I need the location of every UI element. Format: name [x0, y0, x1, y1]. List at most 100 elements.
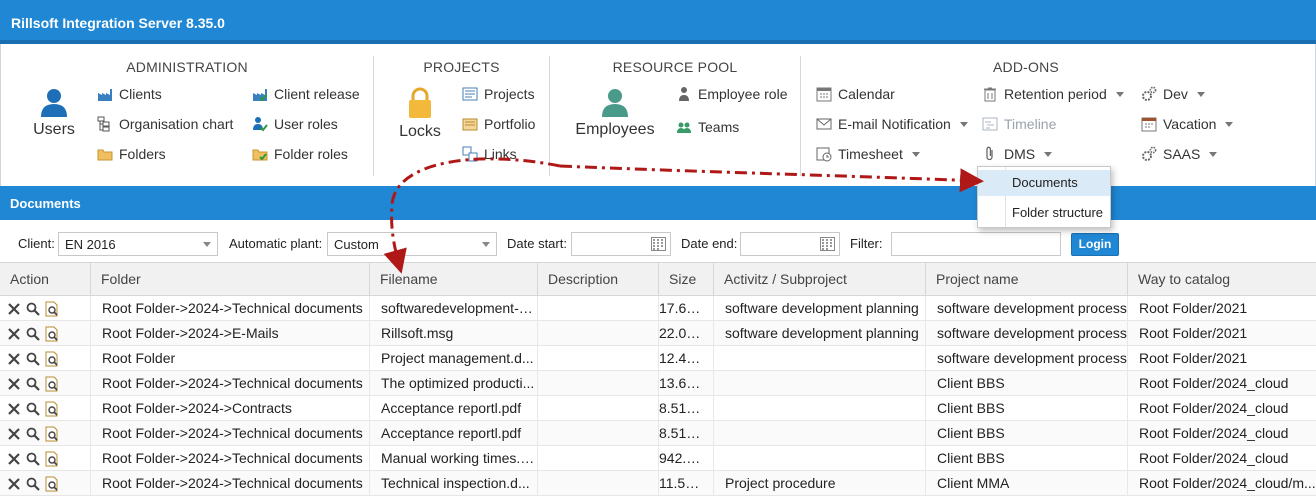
- cell-description: [538, 396, 659, 421]
- email-notification-menu[interactable]: E-mail Notification: [816, 114, 968, 134]
- search-icon[interactable]: [25, 376, 41, 392]
- folders-item[interactable]: Folders: [97, 144, 166, 164]
- automatic-plant-select[interactable]: Custom: [327, 232, 497, 256]
- organisation-chart-item[interactable]: Organisation chart: [97, 114, 233, 134]
- col-project-name[interactable]: Project name: [926, 263, 1128, 296]
- table-row[interactable]: Root Folder Project management.d... 12.40 …: [0, 346, 1316, 371]
- col-folder[interactable]: Folder: [91, 263, 370, 296]
- ribbon-divider: [549, 56, 550, 176]
- date-end-input[interactable]: [740, 232, 840, 256]
- preview-icon[interactable]: [44, 451, 60, 467]
- menu-icon-strip: [978, 167, 1006, 227]
- search-icon[interactable]: [25, 301, 41, 317]
- col-way-to-catalog[interactable]: Way to catalog: [1138, 271, 1231, 287]
- delete-icon[interactable]: [6, 301, 22, 317]
- automatic-plant-value: Custom: [334, 237, 379, 252]
- menu-item-folder-structure[interactable]: Folder structure: [1012, 205, 1104, 220]
- calendar-item[interactable]: Calendar: [816, 84, 895, 104]
- user-roles-item[interactable]: User roles: [252, 114, 338, 134]
- cell-size: 12.40 KB: [659, 346, 714, 371]
- paperclip-icon: [982, 146, 998, 162]
- projects-item[interactable]: Projects: [462, 84, 535, 104]
- table-row[interactable]: Root Folder->2024->Technical documents Ac…: [0, 421, 1316, 446]
- vacation-menu[interactable]: Vacation: [1141, 114, 1234, 134]
- portfolio-label: Portfolio: [484, 116, 536, 132]
- search-icon[interactable]: [25, 326, 41, 342]
- preview-icon[interactable]: [44, 351, 60, 367]
- cell-activity: software development planning: [714, 296, 926, 321]
- col-filename[interactable]: Filename: [370, 263, 538, 296]
- folders-label: Folders: [119, 146, 166, 162]
- delete-icon[interactable]: [6, 326, 22, 342]
- group-title-administration: ADMINISTRATION: [126, 59, 248, 75]
- clients-item[interactable]: Clients: [97, 84, 162, 104]
- client-select[interactable]: EN 2016: [58, 232, 218, 256]
- employees-button[interactable]: Employees: [570, 87, 660, 139]
- delete-icon[interactable]: [6, 426, 22, 442]
- cell-folder: Root Folder->2024->E-Mails: [91, 321, 370, 346]
- search-icon[interactable]: [25, 351, 41, 367]
- timesheet-menu[interactable]: Timesheet: [816, 144, 920, 164]
- col-description[interactable]: Description: [538, 263, 659, 296]
- dev-menu[interactable]: Dev: [1141, 84, 1205, 104]
- table-row[interactable]: Root Folder->2024->E-Mails Rillsoft.msg 22…: [0, 321, 1316, 346]
- user-icon: [41, 89, 67, 117]
- table-row[interactable]: Root Folder->2024->Contracts Acceptance r…: [0, 396, 1316, 421]
- portfolio-item[interactable]: Portfolio: [462, 114, 535, 134]
- teams-item[interactable]: Teams: [676, 117, 739, 137]
- users-button[interactable]: Users: [27, 87, 81, 139]
- saas-menu[interactable]: SAAS: [1141, 144, 1218, 164]
- cell-filename: softwaredevelopment-p...: [370, 296, 538, 321]
- search-icon[interactable]: [25, 476, 41, 492]
- filter-bar: Client: EN 2016 Automatic plant: Custom …: [0, 220, 1316, 262]
- locks-button[interactable]: Locks: [396, 87, 444, 141]
- delete-icon[interactable]: [6, 401, 22, 417]
- filter-input[interactable]: [891, 232, 1061, 256]
- employee-icon: [602, 89, 628, 117]
- cell-filename: Manual working times.pdf: [370, 446, 538, 471]
- timeline-item[interactable]: Timeline: [982, 114, 1056, 134]
- preview-icon[interactable]: [44, 326, 60, 342]
- cell-way-to-catalog: Root Folder/2024_cloud: [1139, 450, 1289, 466]
- preview-icon[interactable]: [44, 401, 60, 417]
- factory-check-icon: [252, 86, 268, 102]
- dms-menu[interactable]: DMS: [982, 144, 1053, 164]
- links-item[interactable]: Links: [462, 144, 517, 164]
- search-icon[interactable]: [25, 426, 41, 442]
- preview-icon[interactable]: [44, 376, 60, 392]
- group-title-resource-pool: RESOURCE POOL: [612, 59, 738, 75]
- folder-roles-item[interactable]: Folder roles: [252, 144, 348, 164]
- preview-icon[interactable]: [44, 426, 60, 442]
- col-size[interactable]: Size: [659, 263, 714, 296]
- preview-icon[interactable]: [44, 301, 60, 317]
- table-row[interactable]: Root Folder->2024->Technical documents Ma…: [0, 446, 1316, 471]
- login-button[interactable]: Login: [1071, 233, 1119, 256]
- delete-icon[interactable]: [6, 351, 22, 367]
- delete-icon[interactable]: [6, 476, 22, 492]
- calendar-picker-icon[interactable]: [651, 237, 666, 251]
- delete-icon[interactable]: [6, 376, 22, 392]
- col-activity[interactable]: Activitz / Subproject: [714, 263, 926, 296]
- table-row[interactable]: Root Folder->2024->Technical documents Te…: [0, 471, 1316, 496]
- links-label: Links: [484, 146, 517, 162]
- users-label: Users: [33, 121, 75, 138]
- client-release-item[interactable]: Client release: [252, 84, 360, 104]
- chevron-down-icon: [1225, 122, 1234, 127]
- table-row[interactable]: Root Folder->2024->Technical documents so…: [0, 296, 1316, 321]
- calendar-picker-icon[interactable]: [820, 237, 835, 251]
- ribbon-divider: [800, 56, 801, 176]
- cell-project-name: Client BBS: [926, 421, 1128, 446]
- preview-icon[interactable]: [44, 476, 60, 492]
- date-start-input[interactable]: [571, 232, 671, 256]
- search-icon[interactable]: [25, 451, 41, 467]
- search-icon[interactable]: [25, 401, 41, 417]
- chevron-down-icon: [959, 122, 968, 127]
- employee-role-item[interactable]: Employee role: [676, 84, 788, 104]
- menu-item-documents[interactable]: Documents: [978, 170, 1110, 196]
- col-action[interactable]: Action: [0, 263, 91, 296]
- retention-period-menu[interactable]: Retention period: [982, 84, 1124, 104]
- table-row[interactable]: Root Folder->2024->Technical documents Th…: [0, 371, 1316, 396]
- cell-description: [538, 371, 659, 396]
- delete-icon[interactable]: [6, 451, 22, 467]
- cell-way-to-catalog: Root Folder/2021: [1139, 350, 1248, 366]
